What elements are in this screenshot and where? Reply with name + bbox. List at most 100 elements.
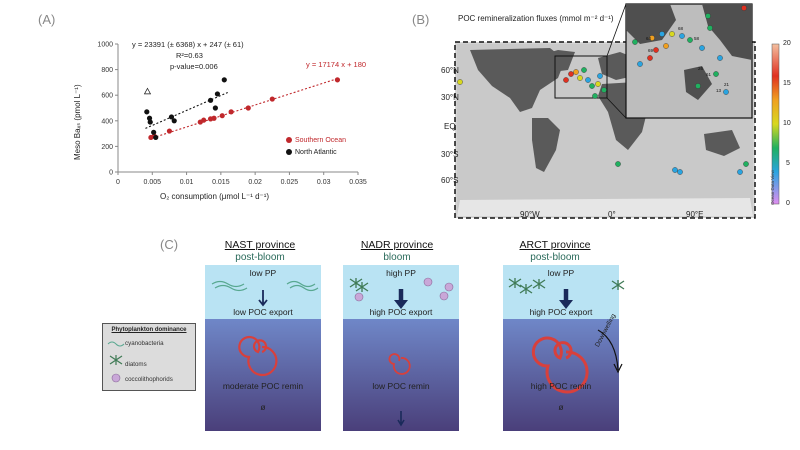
phytoplankton-legend: Phytoplankton dominance cyanobacteria di…	[102, 323, 196, 391]
cyanobacteria-icon	[214, 284, 248, 292]
inset-land-south	[684, 66, 712, 100]
southern-ocean-point	[201, 117, 207, 123]
nadr-export: high POC export	[369, 307, 433, 317]
export-arrow-icon	[559, 300, 573, 309]
cyanobacteria-icon	[211, 280, 245, 288]
southern-ocean-point	[334, 77, 341, 83]
nast-export: low POC export	[233, 307, 293, 317]
map-data-point	[649, 35, 655, 41]
antarctica-shape	[457, 198, 753, 216]
cyanobacteria-icon	[289, 284, 319, 292]
panel-b-letter: (B)	[412, 12, 430, 27]
coccolithophorid-icon	[444, 282, 454, 292]
arct-export: high POC export	[529, 307, 593, 317]
map-data-point	[457, 79, 463, 85]
map-data-point	[677, 169, 683, 175]
scatter-plot-area: 0 0.005 0.01 0.015 0.02 0.025 0.03 0.035 0 200 400…	[97, 42, 366, 187]
arct-deep	[503, 319, 619, 431]
legend-coccolithophorids: coccolithophorids	[125, 376, 173, 383]
coccolithophorid-icon	[439, 291, 449, 301]
nadr-column	[343, 265, 459, 431]
y-tick-label: 0	[109, 170, 113, 177]
north-america-shape	[470, 48, 565, 112]
arct-season: post-bloom	[530, 252, 580, 263]
x-tick-label: 0.015	[212, 179, 230, 186]
export-arrow-icon	[394, 300, 408, 309]
lon-label-0: 0°	[608, 210, 616, 219]
north-atlantic-point	[171, 118, 177, 124]
map-data-point	[743, 161, 749, 167]
legend-southern-ocean: Southern Ocean	[286, 137, 346, 144]
southern-ocean-marker	[286, 137, 292, 144]
lon-label-90w: 90°W	[520, 210, 540, 219]
inset-connector-top	[606, 3, 627, 57]
nadr-season: bloom	[383, 252, 411, 263]
map-data-point	[705, 13, 711, 19]
nast-column	[205, 265, 321, 431]
map-data-point	[568, 71, 574, 77]
lat-label-60n: 60°N	[441, 66, 459, 75]
nast-season: post-bloom	[235, 252, 285, 263]
map-data-point	[637, 61, 643, 67]
black-fit-equation: y = 23391 (± 6368) x + 247 (± 61)	[132, 40, 244, 49]
nadr-pp: high PP	[386, 268, 416, 278]
lat-label-30s: 30°S	[441, 150, 459, 159]
nadr-title: NADR province	[360, 239, 434, 251]
map-data-point	[663, 43, 669, 49]
southern-ocean-point	[228, 109, 234, 115]
inset-station-label: 58	[694, 36, 700, 41]
southern-ocean-point	[219, 113, 225, 119]
map-title: POC remineralization fluxes (mmol m⁻² d⁻…	[458, 14, 614, 23]
sink-arrow-icon	[397, 411, 405, 427]
southern-ocean-point	[269, 96, 275, 102]
legend-diatoms: diatoms	[125, 361, 147, 368]
map-data-point	[737, 169, 743, 175]
map-data-point	[687, 37, 693, 43]
colorbar-tick-15: 15	[783, 80, 791, 87]
map-data-point	[695, 83, 701, 89]
map-data-point	[699, 45, 705, 51]
north-atlantic-point	[153, 134, 159, 141]
map-data-point	[653, 47, 659, 53]
southern-ocean-point	[166, 128, 173, 134]
southern-ocean-point	[211, 115, 217, 121]
north-atlantic-point	[151, 129, 157, 135]
lat-label-30n: 30°N	[441, 93, 459, 102]
arct-bottom: ø	[558, 402, 564, 412]
inset-station-label: 13	[716, 88, 722, 93]
y-tick-label: 800	[101, 67, 113, 74]
diatom-icon	[355, 282, 369, 292]
red-fit-line	[148, 78, 338, 140]
downwelling-arrowhead	[613, 363, 623, 374]
cyanobacteria-icon	[107, 341, 125, 347]
map-data-point	[563, 77, 569, 83]
legend-southern-label: Southern Ocean	[295, 137, 346, 144]
map-data-point	[589, 83, 595, 89]
arct-column	[503, 265, 625, 431]
legend-north-label: North Atlantic	[295, 149, 337, 156]
downwelling-arrow	[597, 329, 619, 371]
y-tick-label: 400	[101, 118, 113, 125]
inset-station-label: 69	[648, 48, 654, 53]
coccolithophorid-icon	[111, 373, 121, 383]
p-value-label: p-value=0.006	[170, 62, 218, 71]
map-data-point	[597, 73, 603, 79]
nast-pp: low PP	[249, 268, 277, 278]
map-data-point	[585, 77, 591, 83]
coccolithophorid-icon	[423, 277, 433, 287]
arct-title: ARCT province	[519, 239, 591, 251]
nast-title: NAST province	[224, 239, 296, 251]
map-data-point	[595, 81, 601, 87]
x-axis-label: O₂ consumption (μmol L⁻¹ d⁻¹)	[160, 192, 270, 201]
north-atlantic-point	[144, 109, 150, 115]
colorbar-tick-5: 5	[786, 160, 790, 167]
legend-north-atlantic: North Atlantic	[286, 149, 337, 156]
remin-spiral-icon	[531, 336, 589, 394]
inset-station-label: 26	[698, 66, 704, 71]
southern-ocean-point	[245, 105, 251, 111]
map-data-point	[581, 67, 587, 73]
nast-bottom: ø	[260, 402, 266, 412]
